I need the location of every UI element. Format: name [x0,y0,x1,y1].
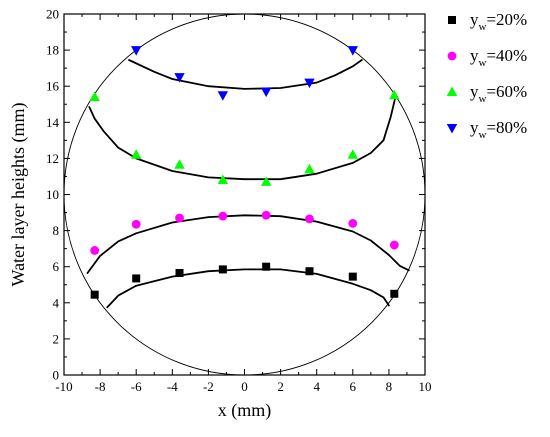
plot-border [63,13,426,376]
x-tick-label: -2 [203,379,214,394]
y-tick-label: 10 [46,187,59,202]
x-tick-label: 2 [277,379,284,394]
data-point-series-4-2 [174,73,185,83]
data-point-series-2-5 [261,210,271,220]
x-tick-label: 6 [350,379,357,394]
data-point-series-2-7 [348,218,358,228]
x-tick-label: 8 [386,379,393,394]
x-tick-label: 0 [241,379,248,394]
data-point-series-4-6 [347,46,358,56]
data-point-series-1-7 [348,272,357,281]
data-point-series-2-3 [175,213,184,223]
x-axis-label: x (mm) [218,400,272,421]
data-point-series-3-8 [389,89,400,100]
x-tick-label: -8 [95,379,106,394]
y-tick-label: 2 [53,331,60,346]
legend-marker-series-4 [446,124,458,134]
data-point-series-2-1 [90,246,100,255]
fit-curve-series-4 [128,59,363,90]
y-tick-label: 8 [53,223,60,238]
y-tick-label: 20 [46,7,59,22]
y-axis-label: Water layer heights (mm) [8,103,29,287]
data-point-series-4-3 [217,91,229,101]
data-point-series-3-6 [304,163,315,174]
y-tick-label: 14 [46,115,60,130]
data-point-series-4-1 [131,46,142,56]
x-tick-label: -10 [55,379,72,394]
x-tick-label: 10 [419,379,432,394]
data-point-series-1-1 [90,290,99,299]
data-point-series-1-4 [218,265,227,274]
data-point-series-1-3 [175,269,184,278]
legend-marker-series-3 [446,86,458,96]
data-point-series-3-5 [260,176,272,186]
y-tick-label: 0 [53,368,60,383]
data-point-series-3-1 [89,91,100,102]
fit-curve-series-3 [88,97,397,181]
data-point-series-4-5 [304,78,315,89]
data-point-series-1-8 [390,289,399,298]
data-point-series-3-4 [217,174,229,185]
legend-label-series-4: yw=80% [470,118,527,141]
data-point-series-4-4 [260,87,272,98]
x-tick-label: -6 [131,379,142,394]
data-point-series-2-4 [218,211,228,221]
legend-marker-series-1 [448,16,456,24]
data-point-series-2-8 [389,240,399,250]
legend-label-series-1: yw=20% [470,10,527,33]
x-tick-label: -4 [167,379,178,394]
legend: yw=20% yw=40% yw=60% yw=80% [446,10,527,141]
data-point-series-3-2 [131,149,142,159]
y-tick-label: 6 [53,259,60,274]
data-point-series-1-5 [262,262,271,271]
x-tick-label: 4 [313,379,320,394]
legend-label-series-2: yw=40% [470,46,527,69]
data-point-series-2-6 [305,214,314,224]
circular-boundary [64,14,425,375]
legend-label-series-3: yw=60% [470,82,527,105]
legend-marker-series-2 [447,51,457,61]
y-tick-label: 16 [46,79,60,94]
fitted-curves-layer [86,59,410,309]
data-points-layer [89,46,400,299]
data-point-series-3-3 [174,159,185,169]
fit-curve-series-1 [106,268,390,309]
data-point-series-1-2 [132,274,141,283]
circular-boundary-layer [64,14,425,375]
tick-labels-layer: -10 -8 -6 -4 -2 0 2 4 6 8 10 0 2 4 6 8 10 12 14 16 18 20 [46,7,432,395]
y-tick-label: 12 [46,151,59,166]
data-point-series-2-2 [131,219,141,229]
plot-frame [63,13,426,376]
y-tick-label: 18 [46,43,59,58]
y-tick-label: 4 [53,295,60,310]
data-point-series-1-6 [305,267,314,276]
data-point-series-3-7 [347,149,358,159]
